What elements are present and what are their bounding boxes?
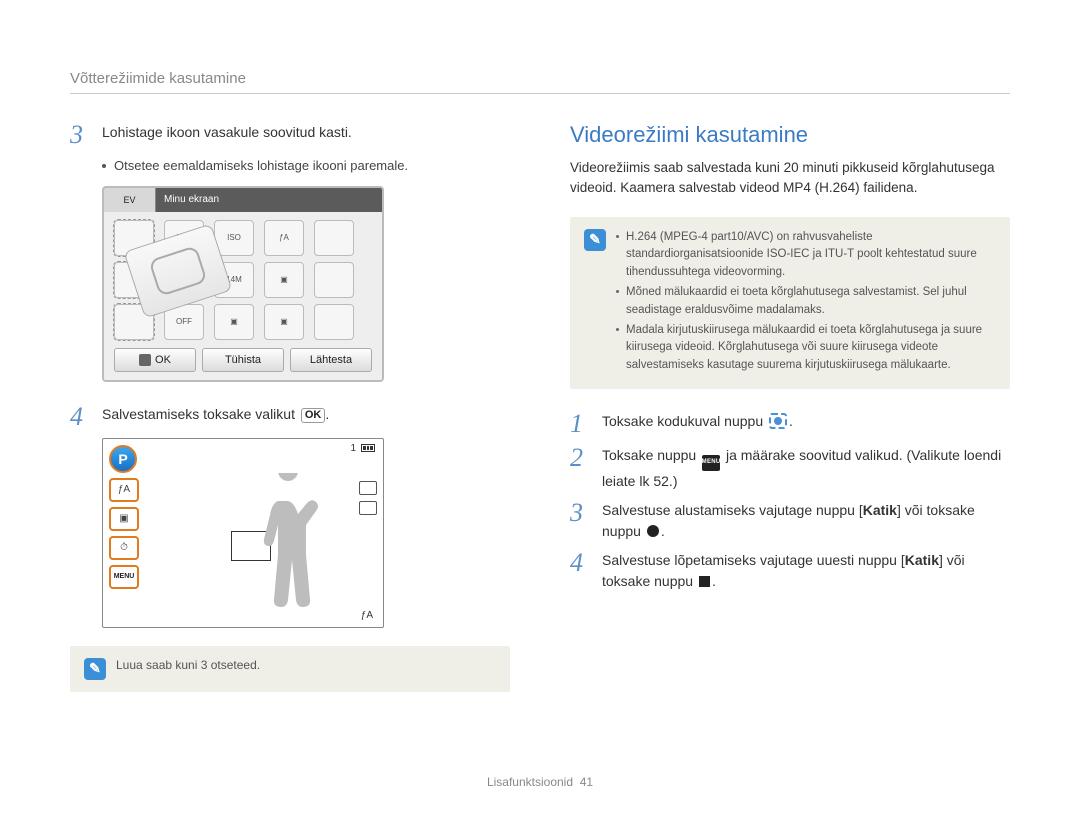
step-3: 3 Lohistage ikoon vasakule soovitud kast…: [70, 122, 510, 148]
step-text: Salvestuse lõpetamiseks vajutage uuesti …: [602, 550, 1010, 592]
t: Toksake nuppu: [602, 447, 700, 463]
note-bullet: Madala kirjutuskiirusega mälukaardid ei …: [616, 322, 996, 375]
step-number: 3: [70, 122, 94, 148]
indicator-icon: [359, 481, 377, 495]
note-text: Luua saab kuni 3 otseteed.: [116, 658, 496, 672]
mode-p-icon[interactable]: P: [109, 445, 137, 473]
grid-cell[interactable]: ▣: [264, 262, 304, 298]
step-text: Lohistage ikoon vasakule soovitud kasti.: [102, 122, 510, 143]
step-number: 2: [570, 445, 594, 471]
menu-icon: MENU: [702, 455, 720, 471]
cancel-button[interactable]: Tühista: [202, 348, 284, 372]
screenshot-titlebar: EV Minu ekraan: [104, 188, 382, 212]
note-box: ✎ Luua saab kuni 3 otseteed.: [70, 646, 510, 692]
preview-right-icons: [359, 481, 377, 515]
note-content: H.264 (MPEG-4 part10/AVC) on rahvusvahel…: [616, 229, 996, 378]
step-number: 1: [570, 411, 594, 437]
timer-icon[interactable]: ⏱: [109, 536, 139, 560]
stop-icon: [699, 576, 710, 587]
shot-count: 1: [350, 443, 356, 454]
page-footer: Lisafunktsioonid 41: [0, 775, 1080, 789]
flash-icon[interactable]: ƒA: [109, 478, 139, 502]
step-text-prefix: Salvestamiseks toksake valikut: [102, 406, 299, 422]
grid-cell[interactable]: [314, 220, 354, 256]
grid-cell[interactable]: ISO: [214, 220, 254, 256]
step-text: Salvestamiseks toksake valikut OK.: [102, 404, 510, 425]
step-number: 3: [570, 500, 594, 526]
grid-cell[interactable]: [314, 304, 354, 340]
screenshot-preview: 1 P ƒA ▣ ⏱ MENU ƒA: [102, 438, 384, 628]
period: .: [325, 406, 329, 422]
focus-icon[interactable]: ▣: [109, 507, 139, 531]
ok-button[interactable]: OK: [114, 348, 196, 372]
preview-status: 1: [350, 443, 375, 454]
menu-icon[interactable]: MENU: [109, 565, 139, 589]
section-title: Videorežiimi kasutamine: [570, 122, 1010, 148]
battery-icon: [361, 444, 375, 452]
note-bullet: Mõned mälukaardid ei toeta kõrglahutuseg…: [616, 284, 996, 320]
reset-button[interactable]: Lähtesta: [290, 348, 372, 372]
intro-text: Videorežiimis saab salvestada kuni 20 mi…: [570, 158, 1010, 199]
flash-label: ƒA: [361, 610, 373, 621]
note-bullets: H.264 (MPEG-4 part10/AVC) on rahvusvahel…: [616, 229, 996, 376]
screenshot-buttons: OK Tühista Lähtesta: [114, 348, 372, 372]
step-1: 1 Toksake kodukuval nuppu .: [570, 411, 1010, 437]
page-number: 41: [580, 775, 593, 789]
section-header: Võtterežiimide kasutamine: [70, 70, 1010, 94]
info-note-box: ✎ H.264 (MPEG-4 part10/AVC) on rahvusvah…: [570, 217, 1010, 390]
step-3-bullet: Otsetee eemaldamiseks lohistage ikooni p…: [102, 156, 510, 176]
screenshot-icon-grid: EV Minu ekraan AWB ISO ƒA OFF 14M ▣: [102, 186, 384, 382]
right-column: Videorežiimi kasutamine Videorežiimis sa…: [570, 122, 1010, 714]
step-2: 2 Toksake nuppu MENU ja määrake soovitud…: [570, 445, 1010, 492]
shutter-label: Katik: [863, 502, 897, 518]
step-3r: 3 Salvestuse alustamiseks vajutage nuppu…: [570, 500, 1010, 542]
screenshot-body: AWB ISO ƒA OFF 14M ▣ OFF ▣ ▣: [104, 212, 382, 380]
t: .: [789, 413, 793, 429]
footer-label: Lisafunktsioonid: [487, 775, 573, 789]
screenshot-title: Minu ekraan: [156, 194, 219, 205]
bullet-dot: [102, 164, 106, 168]
grid-cell[interactable]: ▣: [214, 304, 254, 340]
record-icon: [647, 525, 659, 537]
t: Salvestuse alustamiseks vajutage nuppu [: [602, 502, 863, 518]
person-silhouette: [253, 473, 323, 613]
shutter-label: Katik: [905, 552, 939, 568]
step-4r: 4 Salvestuse lõpetamiseks vajutage uuest…: [570, 550, 1010, 592]
step-text: Toksake kodukuval nuppu .: [602, 411, 1010, 432]
note-bullet: H.264 (MPEG-4 part10/AVC) on rahvusvahel…: [616, 229, 996, 282]
page: Võtterežiimide kasutamine 3 Lohistage ik…: [0, 0, 1080, 815]
t: .: [712, 573, 716, 589]
indicator-icon: [359, 501, 377, 515]
t: .: [661, 523, 665, 539]
ok-badge: OK: [301, 408, 326, 423]
note-icon: ✎: [584, 229, 606, 251]
bullet-text: Otsetee eemaldamiseks lohistage ikooni p…: [114, 156, 510, 176]
grid-cell[interactable]: [314, 262, 354, 298]
t: Toksake kodukuval nuppu: [602, 413, 767, 429]
grid-cell[interactable]: ƒA: [264, 220, 304, 256]
grid-cell[interactable]: ▣: [264, 304, 304, 340]
step-4: 4 Salvestamiseks toksake valikut OK.: [70, 404, 510, 430]
step-text: Toksake nuppu MENU ja määrake soovitud v…: [602, 445, 1010, 492]
t: Salvestuse lõpetamiseks vajutage uuesti …: [602, 552, 905, 568]
left-column: 3 Lohistage ikoon vasakule soovitud kast…: [70, 122, 510, 714]
step-text: Salvestuse alustamiseks vajutage nuppu […: [602, 500, 1010, 542]
ev-tab[interactable]: EV: [104, 188, 156, 212]
columns: 3 Lohistage ikoon vasakule soovitud kast…: [70, 122, 1010, 714]
video-mode-icon: [769, 413, 787, 429]
preview-left-icons: P ƒA ▣ ⏱ MENU: [109, 445, 139, 589]
note-icon: ✎: [84, 658, 106, 680]
step-number: 4: [570, 550, 594, 576]
step-number: 4: [70, 404, 94, 430]
